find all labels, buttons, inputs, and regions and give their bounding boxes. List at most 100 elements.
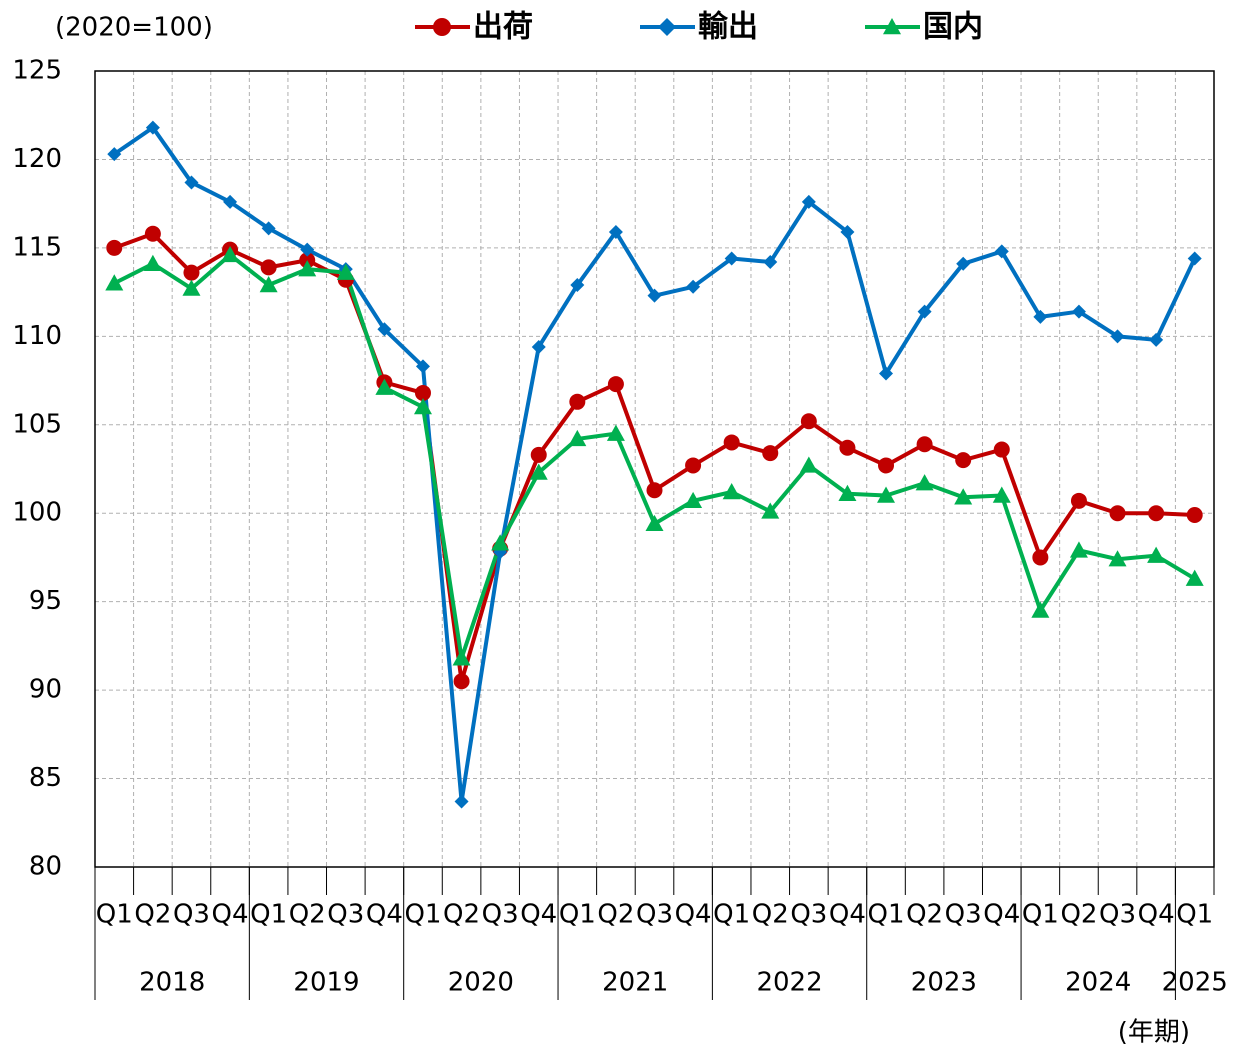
series-line: [113, 252, 1196, 661]
point: [529, 463, 548, 480]
y-tick-label: 85: [29, 763, 62, 793]
point: [916, 436, 933, 453]
point: [568, 429, 587, 447]
point: [723, 434, 740, 451]
y-tick-label: 95: [29, 586, 62, 616]
y-tick-label: 100: [12, 498, 62, 528]
x-tick-label: Q2: [289, 900, 326, 930]
point: [221, 245, 240, 263]
x-tick-label: Q3: [636, 900, 673, 930]
point: [646, 482, 663, 499]
point: [722, 482, 741, 500]
point: [298, 260, 317, 277]
point: [452, 649, 471, 666]
x-tick-label: Q1: [1022, 900, 1059, 930]
point: [143, 254, 162, 272]
point: [800, 413, 817, 430]
x-tick-label: Q1: [559, 900, 596, 930]
year-label: 2020: [448, 968, 514, 998]
x-tick-label: Q1: [1176, 900, 1213, 930]
x-tick-label: Q4: [366, 900, 403, 930]
point: [1033, 309, 1048, 324]
legend-marker: [658, 18, 676, 36]
point: [1069, 541, 1088, 558]
point: [260, 259, 277, 276]
point: [414, 384, 431, 401]
y-tick-label: 125: [12, 56, 62, 86]
point: [994, 244, 1009, 259]
point: [761, 502, 780, 519]
point: [375, 378, 394, 395]
point: [569, 393, 586, 410]
point: [915, 474, 934, 491]
point: [183, 264, 200, 281]
point: [1110, 329, 1125, 344]
point: [1147, 546, 1166, 563]
x-tick-label: Q2: [752, 900, 789, 930]
legend-label: 輸出: [698, 10, 758, 45]
point: [531, 339, 546, 354]
point: [454, 794, 469, 809]
year-label: 2022: [756, 968, 822, 998]
point: [686, 279, 701, 294]
x-tick-label: Q3: [790, 900, 827, 930]
point: [763, 255, 778, 270]
point: [956, 256, 971, 271]
point: [878, 457, 895, 474]
point: [840, 224, 855, 239]
x-tick-label: Q1: [404, 900, 441, 930]
x-tick-label: Q2: [1060, 900, 1097, 930]
point: [685, 457, 702, 474]
point: [993, 441, 1010, 458]
point: [647, 288, 662, 303]
point: [1032, 549, 1049, 566]
point: [453, 673, 470, 690]
series-line: [113, 125, 1197, 804]
year-label: 2021: [602, 968, 668, 998]
year-label: 2024: [1065, 968, 1131, 998]
x-tick-label: Q4: [983, 900, 1020, 930]
x-tick-label: Q4: [520, 900, 557, 930]
point: [1108, 550, 1127, 567]
point: [917, 304, 932, 319]
point: [608, 224, 623, 239]
point: [106, 239, 123, 256]
point: [530, 446, 547, 463]
x-tick-label: Q1: [713, 900, 750, 930]
point: [570, 278, 585, 293]
point: [300, 242, 315, 257]
point: [1071, 304, 1086, 319]
year-label: 2023: [911, 968, 977, 998]
point: [724, 251, 739, 266]
x-tick-label: Q3: [327, 900, 364, 930]
legend-label: 出荷: [473, 10, 533, 45]
point: [954, 488, 973, 505]
point: [1186, 506, 1203, 523]
x-tick-label: Q2: [443, 900, 480, 930]
unit-label: (2020=100): [55, 13, 213, 43]
plot-frame: [94, 70, 1215, 868]
x-axis-label: (年期): [1118, 1018, 1190, 1048]
point: [1185, 569, 1204, 586]
y-tick-label: 115: [12, 232, 62, 262]
point: [1149, 332, 1164, 347]
point: [838, 484, 857, 501]
point: [145, 120, 160, 135]
point: [799, 456, 818, 473]
point: [762, 445, 779, 462]
x-tick-label: Q4: [1138, 900, 1175, 930]
point: [413, 398, 432, 415]
point: [491, 534, 510, 551]
year-label: 2018: [139, 968, 205, 998]
point: [107, 147, 122, 162]
point: [1031, 601, 1050, 618]
x-tick-label: Q3: [173, 900, 210, 930]
legend-marker: [433, 18, 451, 36]
x-tick-label: Q4: [675, 900, 712, 930]
point: [955, 452, 972, 469]
point: [607, 376, 624, 393]
y-tick-label: 80: [29, 852, 62, 882]
y-tick-label: 120: [12, 144, 62, 174]
